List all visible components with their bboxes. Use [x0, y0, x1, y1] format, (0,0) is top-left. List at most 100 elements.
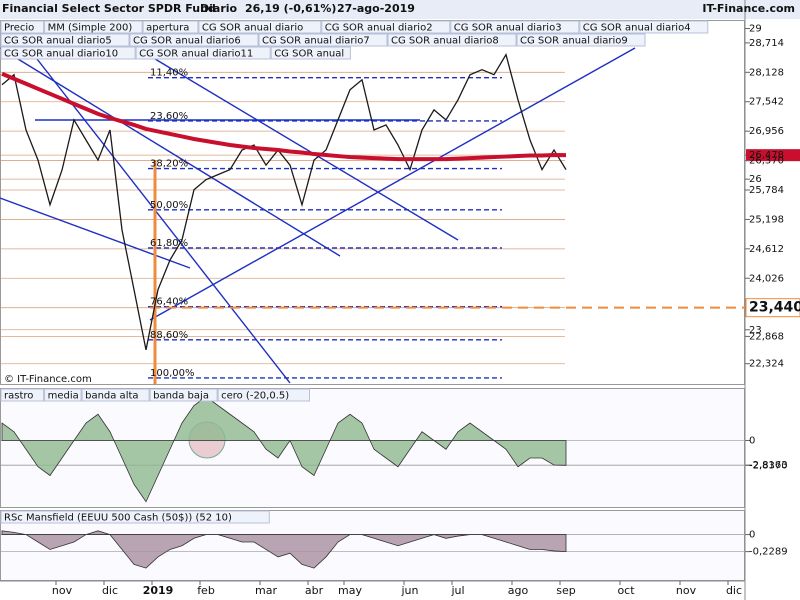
- fib-label: 76,40%: [150, 297, 188, 308]
- legend-entry: banda alta: [85, 391, 138, 402]
- legend-box: [149, 388, 218, 402]
- legend-entry: media: [48, 391, 79, 402]
- legend-box: [217, 388, 311, 402]
- legend-box: [44, 20, 143, 34]
- fib-label: 50,00%: [150, 200, 188, 211]
- legend-entry: CG SOR anual diario5: [4, 36, 112, 47]
- fib-label: 23,60%: [150, 111, 188, 122]
- x-tick-label: jul: [450, 584, 464, 597]
- x-tick-label: jun: [401, 584, 419, 597]
- y-tick-label: 0: [749, 530, 755, 541]
- y-tick-label: 25,784: [749, 185, 784, 196]
- x-tick-label: sep: [556, 584, 575, 597]
- legend-box: [516, 33, 646, 47]
- fib-label: 38,20%: [150, 159, 188, 170]
- legend-entry: apertura: [146, 23, 189, 34]
- legend-box: [129, 33, 259, 47]
- legend-box: [0, 388, 45, 402]
- oscillator-area: [1, 530, 567, 569]
- y-tick-label: 22,324: [749, 359, 784, 370]
- legend-box: [321, 20, 451, 34]
- legend-entry: CG SOR anual diario3: [454, 23, 562, 34]
- price-line: [1, 52, 567, 350]
- x-tick-label: dic: [726, 584, 742, 597]
- legend-entry: CG SOR anual: [274, 49, 344, 60]
- x-tick-label: abr: [305, 584, 324, 597]
- y-tick-label: 26,478: [749, 150, 784, 161]
- trend-line: [0, 197, 191, 269]
- legend-entry: CG SOR anual diario8: [391, 36, 499, 47]
- y-tick-label: 24,612: [749, 244, 784, 255]
- y-tick-label: 26,370: [749, 156, 784, 167]
- y-tick-label: 29: [749, 24, 762, 35]
- y-tick-label: 27,542: [749, 97, 784, 108]
- x-tick-label: 2019: [143, 584, 174, 597]
- x-tick-label: ago: [508, 584, 529, 597]
- title: Financial Select Sector SPDR Fund: [2, 2, 216, 15]
- y-tick-label: 25,198: [749, 214, 784, 225]
- x-tick-label: nov: [52, 584, 73, 597]
- x-tick-label: dic: [102, 584, 118, 597]
- legend-entry: CG SOR anual diario10: [4, 49, 118, 60]
- legend-box: [270, 46, 351, 60]
- legend-entry: CG SOR anual diario6: [133, 36, 241, 47]
- legend-box: [81, 388, 150, 402]
- x-tick-label: mar: [255, 584, 277, 597]
- moving-average: [1, 71, 567, 162]
- legend-box: [450, 20, 580, 34]
- legend-box: [135, 46, 271, 60]
- source: IT-Finance.com: [702, 2, 795, 15]
- legend-box: [387, 33, 517, 47]
- fib-label: 61,80%: [150, 238, 188, 249]
- legend-box: [44, 388, 82, 402]
- price-box: [745, 298, 800, 318]
- legend-box: [0, 20, 45, 34]
- legend-entry: banda baja: [153, 391, 209, 402]
- date: 27-ago-2019: [337, 2, 415, 15]
- trend-lines: [0, 47, 636, 384]
- legend-box: [0, 33, 130, 47]
- y-tick-label: 26: [749, 174, 762, 185]
- legend-entry: CG SOR anual diario2: [325, 23, 433, 34]
- legend-box: [198, 20, 322, 34]
- y-tick-label: 22,868: [749, 331, 784, 342]
- last-price: 26,19 (-0,61%): [245, 2, 336, 15]
- y-tick-label: 28,714: [749, 38, 784, 49]
- fib-label: 11,40%: [150, 68, 188, 79]
- period: Diario: [200, 2, 238, 15]
- x-tick-label: may: [338, 584, 362, 597]
- y-tick-label: 24,026: [749, 273, 784, 284]
- legend-entry: RSc Mansfield (EEUU 500 Cash (50$)) (52 …: [4, 513, 232, 524]
- y-tick-label: 28,128: [749, 67, 784, 78]
- trend-line: [139, 49, 459, 241]
- legend-box: [579, 20, 709, 34]
- trend-line: [149, 47, 636, 321]
- trend-line: [0, 47, 341, 257]
- legend-entry: Precio: [4, 23, 34, 34]
- y-tick-label: 23: [749, 325, 762, 336]
- fib-label: 88,60%: [150, 330, 188, 341]
- legend-box: [258, 33, 388, 47]
- y-tick-label: -0,2289: [749, 547, 788, 558]
- legend-box: [142, 20, 199, 34]
- legend-entry: rastro: [4, 391, 33, 402]
- x-tick-label: feb: [197, 584, 215, 597]
- legend-entry: CG SOR anual diario4: [583, 23, 691, 34]
- fib-label: 100,00%: [150, 368, 195, 379]
- legend-box: [0, 510, 270, 524]
- header-bar: [0, 0, 800, 19]
- y-tick-label: 0: [749, 436, 755, 447]
- oscillator-area: [1, 396, 567, 503]
- x-tick-label: nov: [676, 584, 697, 597]
- watermark: © IT-Finance.com: [4, 374, 92, 385]
- legend-entry: cero (-20,0.5): [221, 391, 289, 402]
- legend-entry: CG SOR anual diario11: [139, 49, 253, 60]
- y-tick-label: -2,8370: [749, 460, 788, 471]
- legend-entry: CG SOR anual diario: [202, 23, 303, 34]
- x-tick-label: oct: [617, 584, 635, 597]
- legend-box: [0, 46, 136, 60]
- legend-entry: CG SOR anual diario7: [262, 36, 370, 47]
- y-tick-label: -2,8163: [749, 460, 788, 471]
